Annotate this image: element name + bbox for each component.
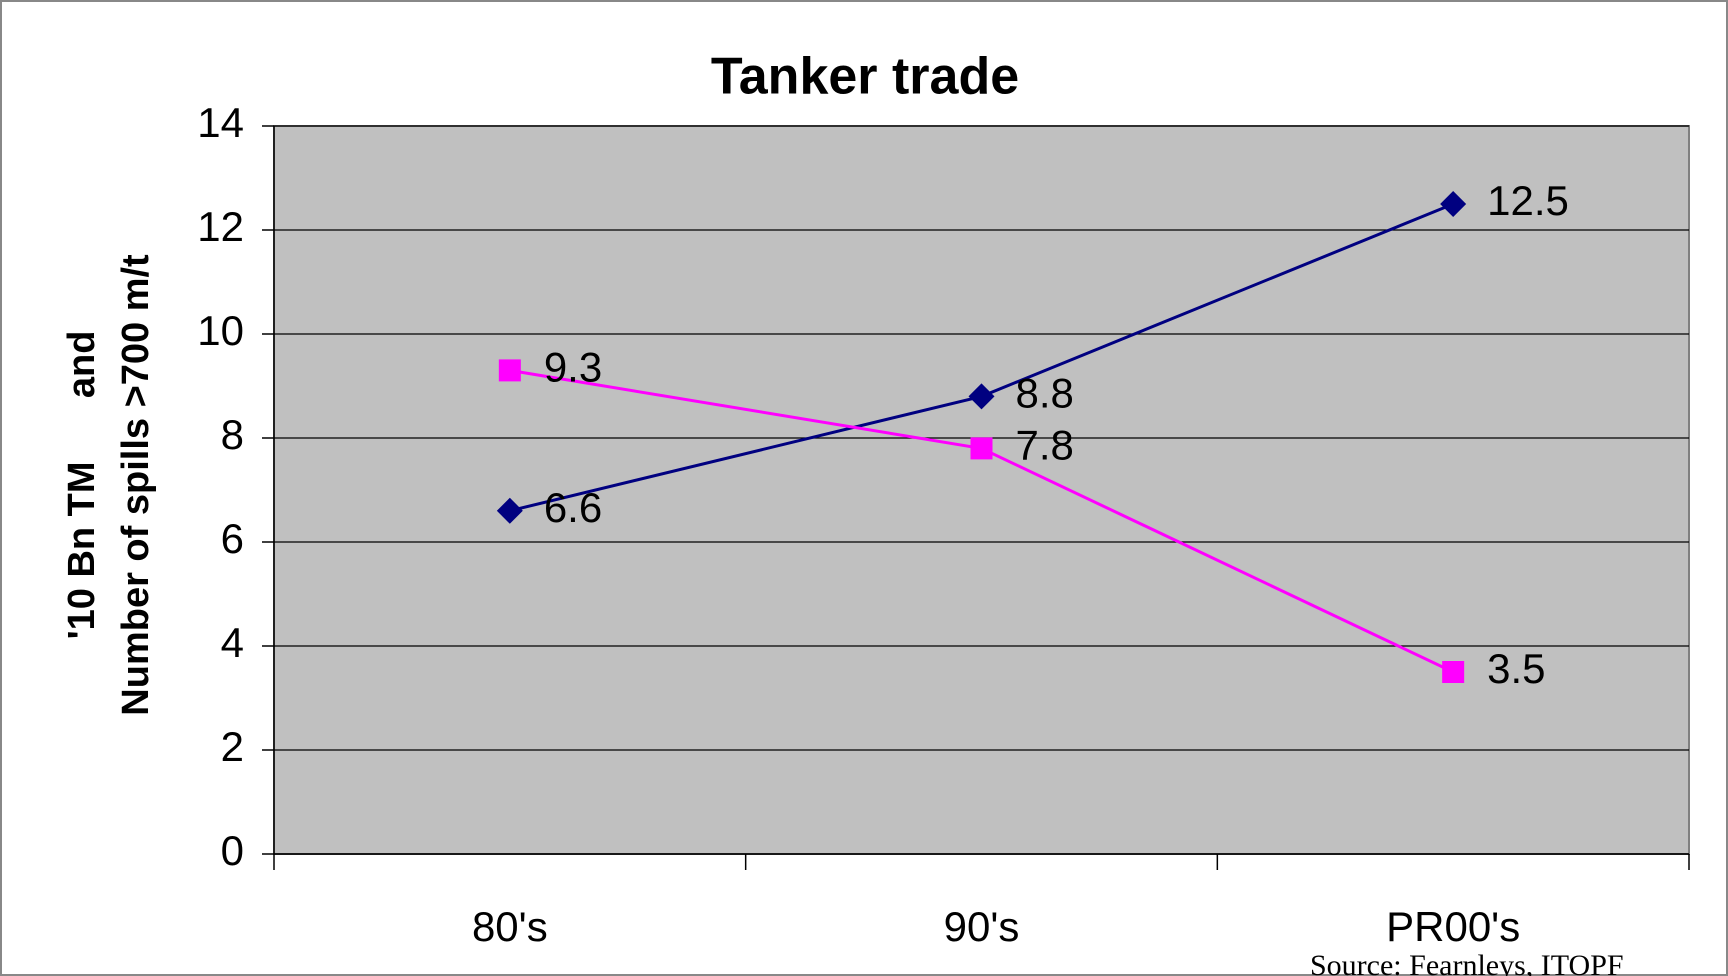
- chart-title: Tanker trade: [711, 48, 1019, 106]
- data-label: 9.3: [544, 343, 602, 390]
- y-tick-label: 0: [221, 827, 244, 874]
- x-tick-label: PR00's: [1386, 903, 1520, 950]
- marker: [1440, 191, 1467, 217]
- y-tick-label: 10: [197, 307, 244, 354]
- y-axis-label: '10 Bn TM and Number of spills >700 m/t: [61, 254, 157, 716]
- y-tick-label: 8: [221, 411, 244, 458]
- y-tick-label: 6: [221, 515, 244, 562]
- data-label: 3.5: [1487, 645, 1545, 692]
- y-tick-label: 12: [197, 203, 244, 250]
- y-tick-label: 14: [197, 99, 244, 146]
- x-tick-label: 90's: [944, 903, 1020, 950]
- data-label: 8.8: [1016, 369, 1074, 416]
- data-label: 6.6: [544, 484, 602, 531]
- data-label: 12.5: [1487, 177, 1569, 224]
- marker: [498, 359, 521, 382]
- y-label-line: Number of spills >700 m/t: [115, 254, 157, 716]
- y-label-line: '10 Bn TM and: [61, 331, 103, 640]
- source-note: Source: Fearnleys, ITOPF: [1310, 949, 1624, 976]
- y-tick-label: 2: [221, 723, 244, 770]
- marker: [970, 437, 993, 460]
- marker: [1442, 661, 1465, 683]
- marker: [496, 497, 523, 524]
- data-label: 7.8: [1016, 421, 1074, 468]
- x-tick-label: 80's: [472, 903, 548, 950]
- marker: [968, 383, 995, 410]
- y-tick-label: 4: [221, 619, 244, 666]
- plot-area: [273, 125, 1690, 855]
